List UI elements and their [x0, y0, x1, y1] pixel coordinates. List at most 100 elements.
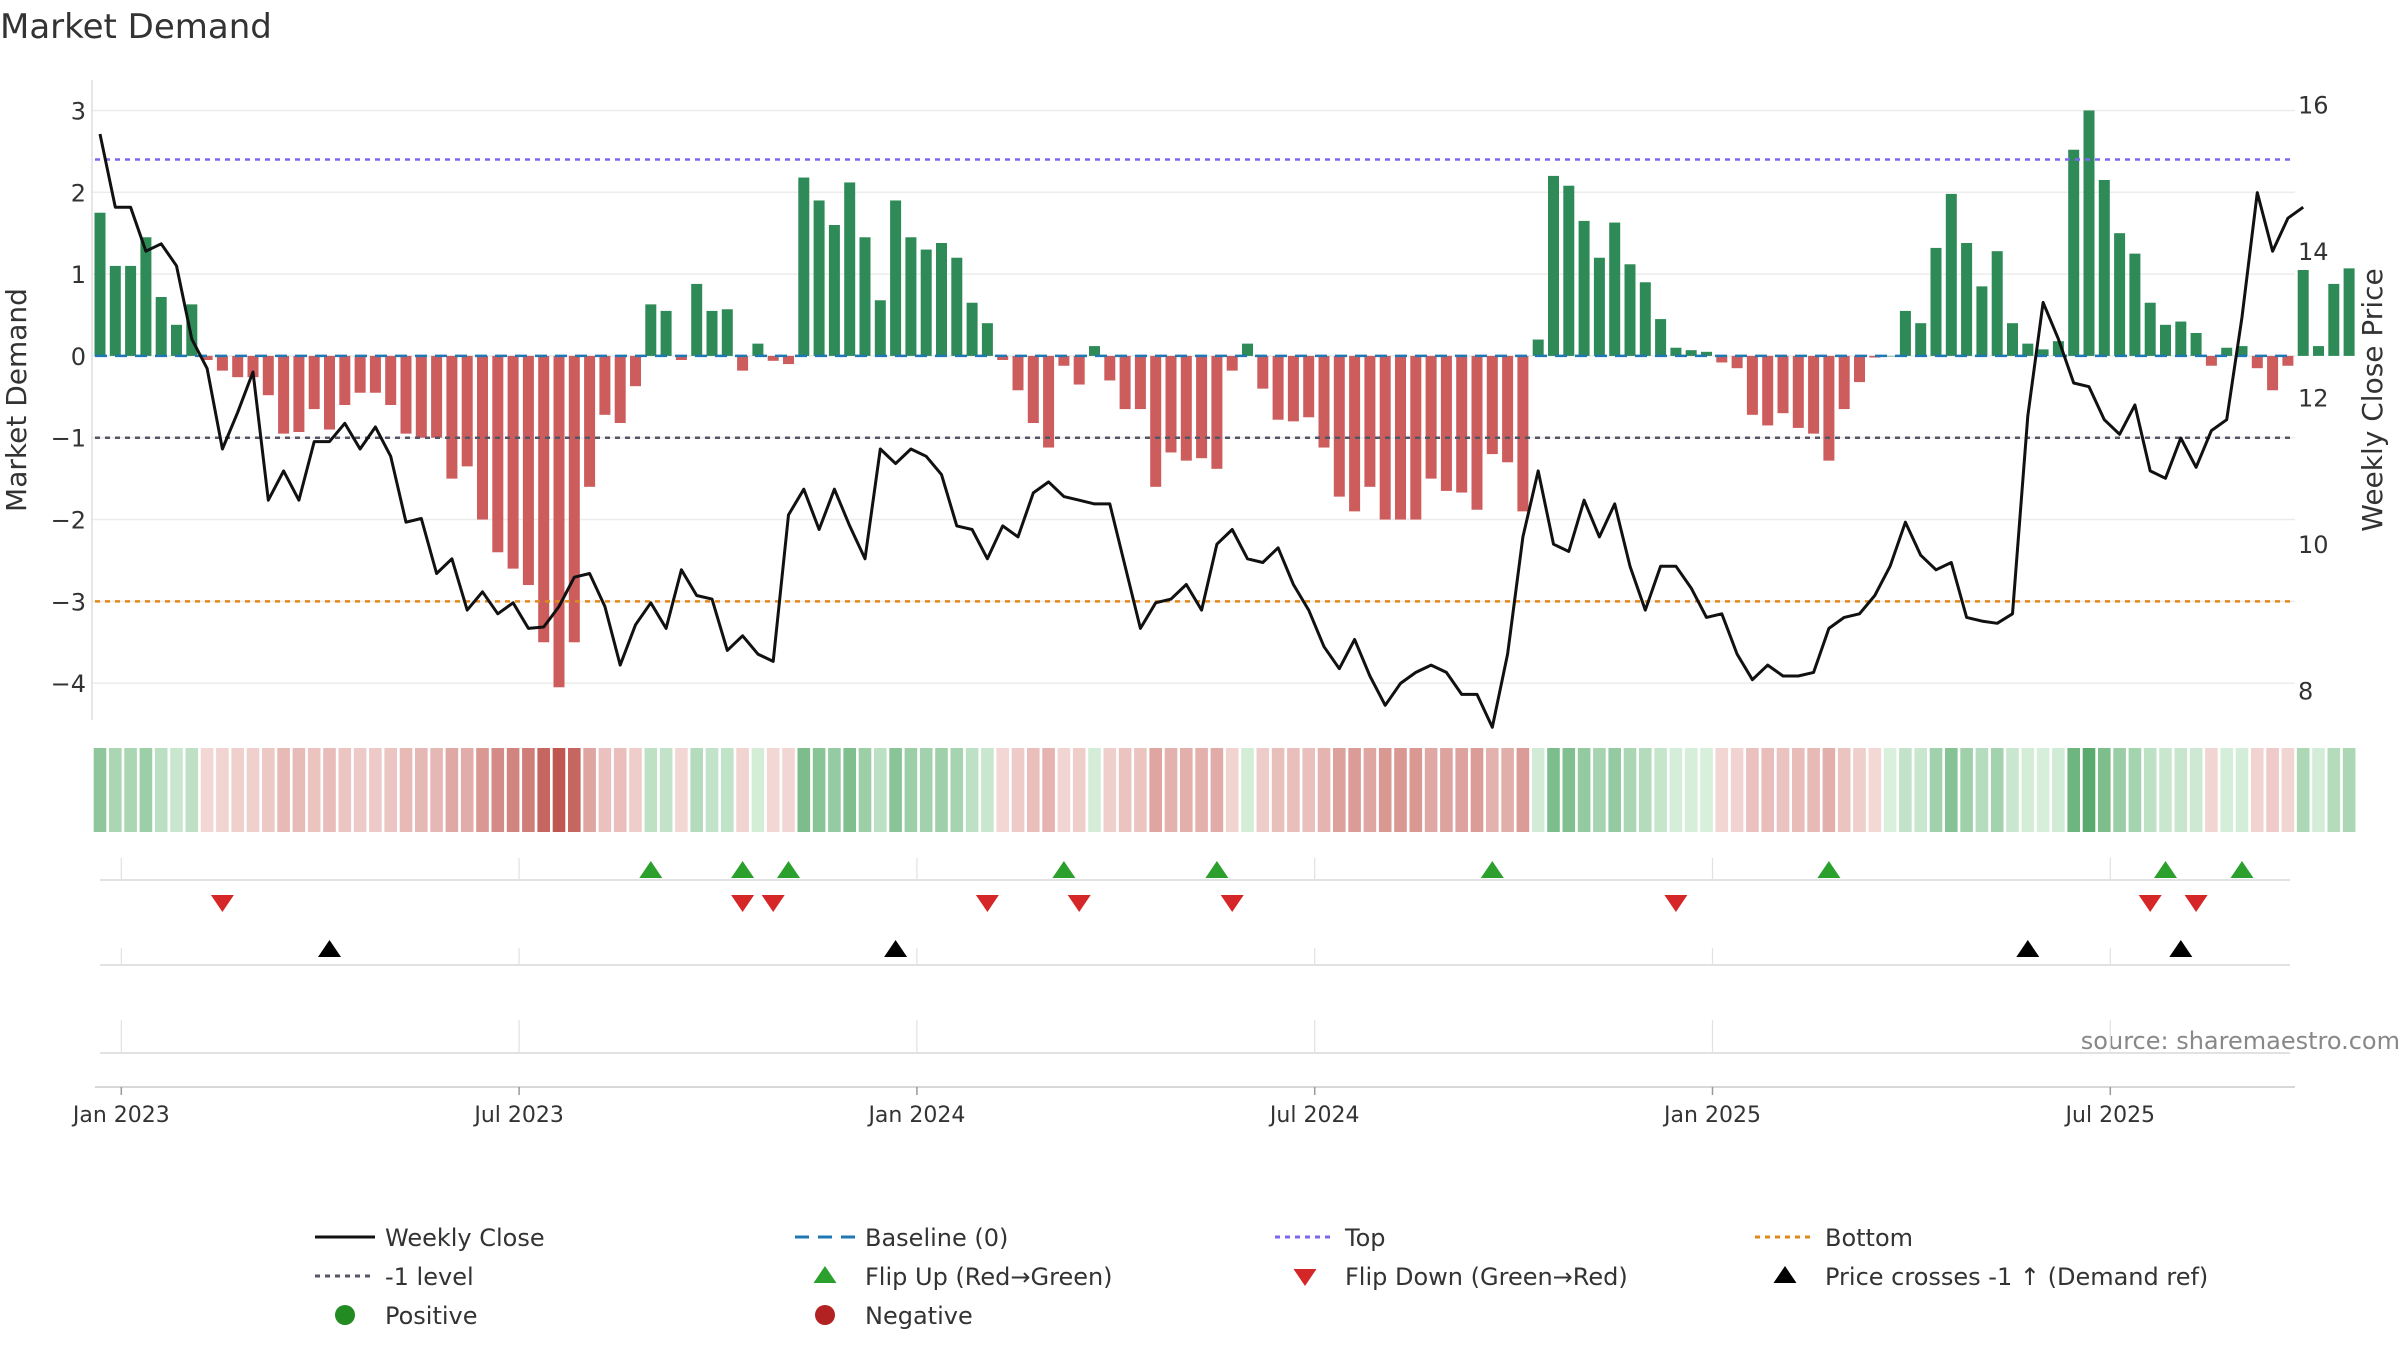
heat-strip-cell: [1822, 748, 1836, 832]
flip-down-marker: [2184, 895, 2208, 912]
demand-bar: [354, 355, 366, 393]
heat-strip-cell: [246, 748, 260, 832]
demand-bar: [1089, 346, 1100, 356]
demand-bar: [1502, 355, 1514, 463]
heat-strip-cell: [2098, 748, 2111, 832]
heat-strip-cell: [1547, 748, 1560, 832]
demand-bar: [1486, 355, 1498, 455]
demand-bar: [1838, 355, 1850, 410]
heat-strip-cell: [705, 748, 719, 832]
x-tick-label: Jul 2025: [2064, 1103, 2156, 1128]
heat-strip-cell: [1287, 748, 1300, 832]
heat-strip-cell: [1225, 748, 1239, 832]
demand-bar: [737, 355, 749, 371]
demand-bar: [2205, 355, 2217, 366]
demand-bar: [2190, 333, 2202, 356]
y2-tick-label: 8: [2298, 678, 2313, 706]
demand-bar: [369, 355, 381, 393]
heat-strip-cell: [1761, 748, 1774, 832]
heat-strip-cell: [1730, 748, 1744, 832]
demand-bar: [216, 355, 228, 371]
demand-bar: [1869, 355, 1881, 358]
demand-bar: [1257, 355, 1269, 389]
demand-bar: [981, 323, 993, 356]
heat-strip-cell: [1103, 748, 1117, 832]
heat-strip-cell: [583, 748, 596, 832]
demand-bar: [1792, 355, 1804, 428]
demand-bar: [691, 283, 703, 356]
heat-strip-cell: [1333, 748, 1346, 832]
demand-bar: [767, 355, 779, 361]
demand-bar: [1777, 355, 1789, 414]
heat-strip-cell: [2174, 748, 2188, 832]
heat-strip-cell: [1562, 748, 1576, 832]
heat-strip-cell: [2067, 748, 2080, 832]
demand-bar: [2007, 323, 2018, 356]
legend-label: Weekly Close: [385, 1224, 545, 1252]
demand-bar: [966, 302, 978, 356]
x-tick-label: Jan 2023: [71, 1103, 170, 1128]
demand-bar: [1746, 355, 1758, 415]
heat-strip-cell: [2143, 748, 2157, 832]
demand-bar: [1945, 193, 1957, 356]
heat-strip-cell: [1990, 748, 2004, 832]
demand-bar: [538, 355, 550, 643]
heat-strip-cell: [1531, 748, 1545, 832]
demand-bar: [1425, 355, 1437, 479]
flip-down-marker: [1220, 895, 1244, 912]
heat-strip-cell: [690, 748, 703, 832]
demand-bar: [1915, 323, 1927, 356]
y-tick-label: 2: [71, 179, 86, 207]
heat-strip-cell: [170, 748, 183, 832]
demand-bar: [905, 237, 917, 356]
heat-strip-cell: [1700, 748, 1713, 832]
demand-bar: [828, 225, 840, 356]
demand-bar: [1532, 339, 1544, 356]
demand-bar: [890, 200, 902, 356]
demand-bar: [339, 355, 351, 405]
demand-bar: [844, 182, 856, 356]
demand-bar: [920, 249, 932, 356]
heat-strip-cell: [1027, 748, 1040, 832]
demand-bar: [1961, 243, 1973, 356]
heat-strip-cell: [1746, 748, 1759, 832]
demand-bar: [1471, 355, 1483, 510]
demand-bar: [293, 355, 305, 432]
legend-item: Positive: [335, 1302, 478, 1330]
legend-item: Weekly Close: [315, 1224, 545, 1252]
heat-strip-cell: [476, 748, 489, 832]
demand-bar: [1685, 350, 1697, 356]
heat-strip-cell: [491, 748, 505, 832]
demand-bar: [2083, 110, 2095, 356]
heat-strip-cell: [323, 748, 336, 832]
heat-strip-cell: [200, 748, 214, 832]
heat-strip-cell: [1715, 748, 1729, 832]
demand-bar: [752, 343, 764, 356]
heat-strip-cell: [1164, 748, 1178, 832]
demand-bar: [1930, 247, 1942, 356]
demand-bar: [155, 297, 167, 356]
heat-strip-cell: [1914, 748, 1927, 832]
demand-bar: [308, 355, 320, 410]
x-tick-label: Jul 2023: [472, 1103, 564, 1128]
y-tick-label: −1: [51, 425, 86, 453]
demand-bar: [675, 355, 687, 360]
heat-strip-cell: [2327, 748, 2341, 832]
demand-bar: [2251, 355, 2263, 369]
legend-item: -1 level: [315, 1263, 474, 1291]
heat-strip-cell: [1210, 748, 1224, 832]
demand-bar: [522, 355, 534, 585]
demand-bar: [278, 355, 290, 434]
legend-label: Positive: [385, 1302, 478, 1330]
demand-bar: [553, 355, 565, 688]
heat-strip-cell: [675, 748, 688, 832]
demand-bar: [2144, 302, 2156, 356]
heat-strip-cell: [1409, 748, 1423, 832]
flip-up-marker: [777, 861, 800, 878]
demand-bar: [614, 355, 626, 423]
heat-strip-cell: [154, 748, 168, 832]
heat-strip-cell: [1394, 748, 1407, 832]
